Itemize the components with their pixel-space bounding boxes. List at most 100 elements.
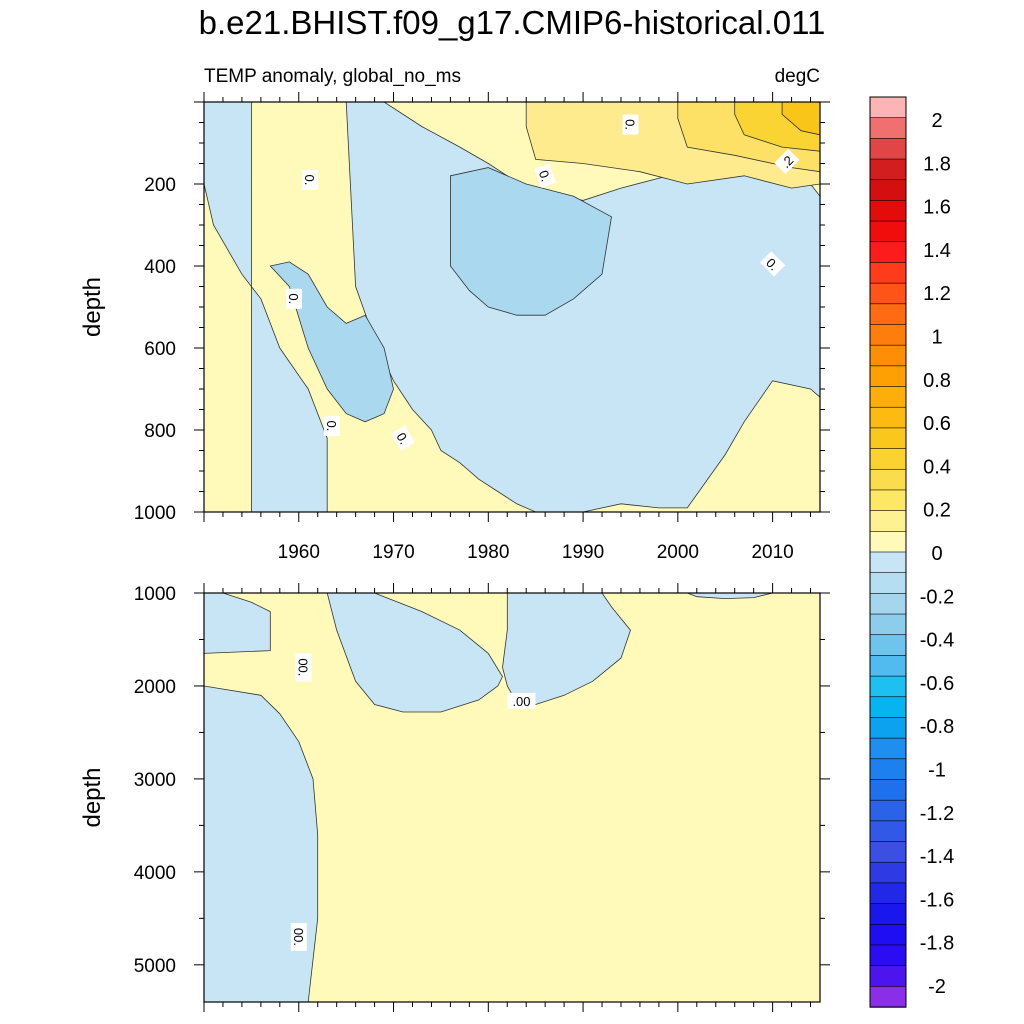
contour-region-pos4 — [781, 102, 820, 136]
svg-text:0.: 0. — [286, 293, 301, 304]
colorbar-swatch — [869, 262, 907, 284]
colorbar-swatch — [869, 427, 907, 450]
colorbar-swatch — [869, 758, 907, 781]
plot-frame — [203, 592, 821, 1003]
colorbar-swatch — [869, 861, 907, 884]
svg-text:0.: 0. — [324, 420, 339, 431]
subtitle-right: degC — [775, 66, 820, 87]
colorbar-swatch — [869, 117, 907, 140]
x-tick-label: 1980 — [467, 542, 509, 563]
contour-region-neg0 — [204, 685, 319, 1002]
colorbar-label: 1.6 — [923, 197, 951, 219]
colorbar-swatch — [869, 634, 907, 657]
colorbar-swatch — [869, 696, 907, 719]
colorbar-label: -2 — [928, 976, 946, 998]
colorbar-frame — [869, 96, 907, 1008]
colorbar-swatch — [869, 882, 907, 905]
colorbar-swatch — [869, 510, 907, 533]
colorbar-swatch — [869, 200, 907, 222]
colorbar-swatch — [869, 613, 907, 636]
y-axis-label: depth — [79, 277, 106, 337]
y-tick-label: 3000 — [134, 770, 176, 791]
svg-text:0.: 0. — [536, 168, 554, 183]
colorbar-label: -0.2 — [920, 586, 954, 608]
y-tick-label: 400 — [144, 257, 176, 278]
y-tick-label: 1000 — [134, 584, 176, 605]
colorbar-swatch — [869, 468, 907, 491]
colorbar-swatch — [869, 551, 907, 574]
colorbar-label: -1.2 — [920, 803, 954, 825]
contour-label: 0. — [534, 163, 557, 188]
colorbar-label: 0.4 — [923, 456, 951, 478]
colorbar-swatch — [869, 324, 907, 346]
contour-label: 0. — [286, 288, 303, 309]
contour-region-neg0 — [204, 593, 271, 654]
colorbar-swatch — [869, 282, 907, 305]
colorbar-label: 1 — [931, 327, 942, 349]
y-tick-label: 4000 — [134, 863, 176, 884]
y-tick-label: 2000 — [134, 677, 176, 698]
colorbar-swatch — [869, 531, 907, 553]
colorbar-label: 0.6 — [923, 413, 951, 435]
colorbar-swatch — [869, 737, 907, 760]
colorbar-label: -0.4 — [920, 630, 954, 652]
contour-region-neg0 — [204, 102, 328, 512]
colorbar-label: -1.4 — [920, 846, 954, 868]
colorbar-swatch — [869, 344, 907, 367]
colorbar-swatch — [869, 365, 907, 388]
colorbar-swatch — [869, 179, 907, 202]
colorbar: 2 1.8 1.6 1.4 1.2 1 0.8 0.6 0.4 0.2 0 -0.2 -0.4 -0.6 -… — [869, 96, 954, 1008]
colorbar-swatch — [869, 655, 907, 677]
y-tick-label: 5000 — [134, 956, 176, 977]
colorbar-swatch — [869, 717, 907, 739]
lower-contour-panel: 1000 2000 3000 4000 5000 depth 00. .00 00. — [79, 583, 830, 1012]
colorbar-swatch — [869, 965, 907, 988]
upper-contour-panel: 1960 1970 1980 1990 2000 2010 200 400 600 800 1000… — [79, 66, 830, 563]
colorbar-label: -1.8 — [920, 933, 954, 955]
colorbar-label: 2 — [931, 110, 942, 132]
colorbar-swatch — [869, 220, 907, 243]
colorbar-swatch — [869, 138, 907, 160]
colorbar-swatch — [869, 903, 907, 925]
svg-text:0.: 0. — [622, 119, 637, 130]
contour-region-neg1 — [449, 167, 612, 316]
figure-title: b.e21.BHIST.f09_g17.CMIP6-historical.011 — [198, 4, 826, 41]
colorbar-swatch — [869, 841, 907, 863]
colorbar-label: -1.6 — [920, 889, 954, 911]
colorbar-swatch — [869, 593, 907, 615]
svg-text:.00: .00 — [512, 694, 530, 709]
contour-label: 00. — [290, 922, 307, 951]
y-tick-label: 1000 — [134, 503, 176, 524]
colorbar-swatch — [869, 158, 907, 181]
colorbar-label: -1 — [928, 760, 946, 782]
colorbar-label: 1.4 — [923, 240, 951, 262]
contour-region-neg0 — [502, 593, 631, 705]
colorbar-label: 1.8 — [923, 153, 951, 175]
colorbar-label: -0.6 — [920, 673, 954, 695]
colorbar-label: 0.8 — [923, 370, 951, 392]
subtitle-left: TEMP anomaly, global_no_ms — [204, 66, 461, 87]
contour-label: 0. — [391, 425, 415, 451]
colorbar-swatch — [869, 303, 907, 326]
colorbar-swatch — [869, 406, 907, 429]
x-tick-label: 2010 — [751, 542, 793, 563]
colorbar-label: 0 — [931, 543, 942, 565]
colorbar-swatch — [869, 799, 907, 822]
svg-text:00.: 00. — [296, 658, 311, 676]
colorbar-swatch — [869, 96, 907, 119]
colorbar-swatch — [869, 986, 907, 1008]
colorbar-label: 0.2 — [923, 500, 951, 522]
x-tick-label: 1970 — [372, 542, 414, 563]
svg-text:00.: 00. — [291, 928, 306, 946]
colorbar-swatch — [869, 779, 907, 801]
x-tick-label: 1990 — [562, 542, 604, 563]
contour-label: 0. — [759, 251, 786, 277]
y-tick-label: 600 — [144, 339, 176, 360]
contour-label: 0. — [323, 415, 340, 436]
colorbar-swatch — [869, 675, 907, 698]
colorbar-swatch — [869, 572, 907, 595]
contour-label: .2 — [774, 148, 800, 175]
x-tick-label: 1960 — [278, 542, 320, 563]
y-tick-label: 200 — [144, 175, 176, 196]
